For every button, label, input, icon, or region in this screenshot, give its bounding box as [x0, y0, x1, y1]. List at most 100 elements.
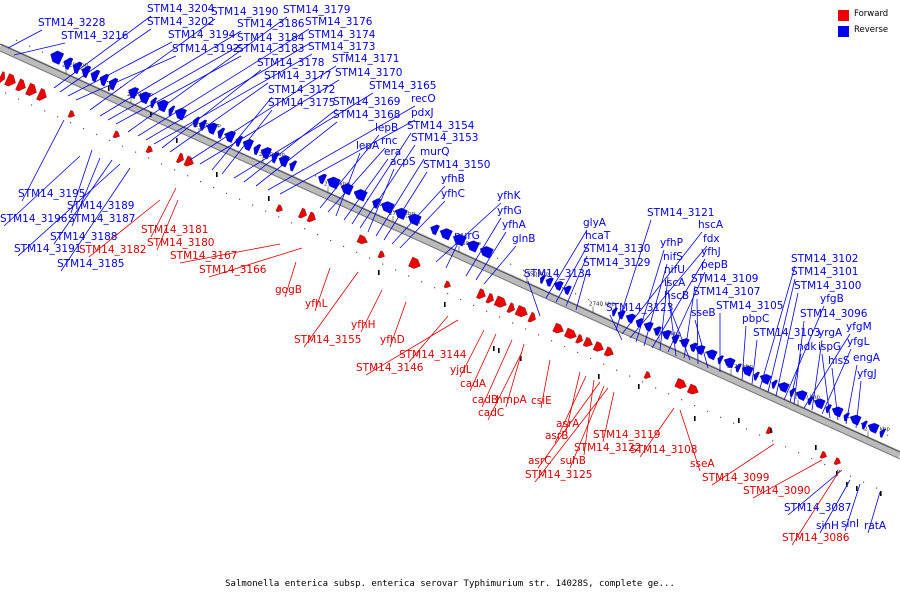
forward-gene-arrow [686, 383, 699, 395]
forward-gene-arrow [0, 71, 5, 84]
reverse-gene-arrow [63, 57, 74, 70]
dot [447, 292, 449, 295]
leader-line [683, 285, 696, 359]
dot [5, 92, 7, 94]
gene-name: hscA [698, 219, 724, 231]
forward-gene-label-asrA: asrA [556, 371, 581, 432]
reverse-gene-arrow [466, 240, 480, 253]
dot [393, 210, 395, 212]
gene-name: yfhG [497, 205, 522, 217]
reverse-gene-label-glnB: glnB [483, 233, 535, 285]
leader-line [279, 119, 416, 195]
reverse-gene-label-STM14_3216: STM14_3216 [13, 30, 129, 56]
leader-line [855, 380, 862, 429]
forward-gene-label-STM14_3125: STM14_3125 [525, 387, 609, 483]
gene-name: csiE [531, 395, 552, 407]
reverse-gene-arrow [72, 61, 83, 75]
gene-name: STM14_3173 [308, 41, 375, 53]
leader-line [534, 387, 609, 483]
reverse-gene-arrow [723, 357, 736, 369]
reverse-gene-label-ispG: ispG [818, 341, 841, 419]
reverse-gene-arrow [612, 307, 618, 317]
reverse-gene-label-STM14_3172: STM14_3172 [211, 84, 335, 171]
gene-name: cadA [460, 378, 487, 390]
gene-name: STM14_3090 [743, 485, 810, 497]
reverse-gene-label-STM14_3150: STM14_3150 [383, 159, 490, 241]
leader-line [179, 243, 281, 264]
leader-line [667, 289, 677, 357]
leader-line [844, 483, 861, 532]
dot [746, 428, 748, 430]
leader-line [575, 269, 588, 311]
gene-name: STM14_3171 [332, 53, 399, 65]
leader-line [615, 219, 652, 331]
dot [629, 375, 631, 377]
gene-name: STM14_3186 [237, 18, 305, 30]
forward-gene-arrow [575, 334, 583, 344]
dot [252, 204, 254, 206]
dot [562, 287, 564, 289]
dot [434, 287, 436, 289]
reverse-gene-label-STM14_3134: STM14_3134 [524, 268, 592, 317]
feature-mark [815, 445, 817, 450]
leader-line [554, 375, 587, 444]
leader-line [359, 144, 416, 229]
gene-name: glnB [512, 233, 535, 245]
feature-mark [268, 196, 270, 201]
reverse-gene-label-ndk: ndk [789, 341, 817, 403]
forward-gene-arrow [819, 450, 827, 459]
reverse-gene-label-STM14_3168: STM14_3168 [255, 109, 400, 187]
leader-line [389, 301, 407, 348]
feature-mark [150, 112, 152, 117]
reverse-gene-arrow [168, 105, 176, 117]
legend: Forward Reverse [838, 9, 900, 39]
leader-line [791, 469, 841, 546]
gene-name: yfhJ [701, 246, 721, 258]
leader-line [199, 79, 340, 165]
dot [224, 134, 226, 136]
gene-name: iscA [664, 277, 686, 289]
gene-name: STM14_3216 [61, 30, 129, 42]
leader-line [759, 265, 796, 389]
dot [44, 110, 46, 112]
gene-name: STM14_3166 [199, 264, 267, 276]
leader-line [831, 367, 839, 421]
forward-gene-label-yfhH: yfhH [351, 289, 383, 333]
reverse-gene-label-rnc: rnc [327, 135, 398, 213]
reverse-gene-arrow [174, 107, 187, 121]
reverse-gene-arrow [843, 412, 850, 422]
gene-name: hscB [664, 290, 689, 302]
reverse-gene-arrow [849, 414, 862, 426]
feature-mark [444, 302, 446, 307]
forward-gene-arrow [36, 87, 47, 101]
reverse-gene-arrow [777, 382, 790, 393]
dot [603, 363, 605, 365]
reverse-gene-arrow [99, 73, 110, 87]
reverse-gene-label-STM14_3177: STM14_3177 [169, 70, 331, 153]
feature-mark [216, 172, 218, 177]
dot [161, 163, 163, 165]
reverse-gene-arrow [253, 143, 262, 156]
reverse-gene-arrow [653, 326, 662, 336]
leader-line [375, 158, 425, 237]
leader-line [643, 263, 668, 347]
forward-gene-arrow [485, 292, 494, 304]
leader-line [602, 391, 615, 443]
leader-line [639, 407, 675, 458]
axis-line-bottom [0, 50, 900, 460]
feature-mark [846, 482, 848, 487]
leader-line [335, 152, 361, 217]
gene-name: STM14_3177 [264, 70, 331, 82]
dot [512, 322, 514, 324]
gene-name: STM14_3228 [38, 17, 105, 29]
gene-name: pdxJ [411, 107, 434, 119]
reverse-gene-label-nifU: nifU [659, 264, 685, 351]
dot [356, 251, 358, 253]
dot [278, 216, 280, 218]
leader-line [555, 242, 590, 303]
reverse-gene-arrow [831, 406, 844, 418]
gene-name: gogB [275, 284, 302, 296]
gene-name: STM14_3153 [411, 132, 478, 144]
map-caption: Salmonella enterica subsp. enterica sero… [225, 579, 675, 589]
gene-name: pepB [701, 259, 728, 271]
